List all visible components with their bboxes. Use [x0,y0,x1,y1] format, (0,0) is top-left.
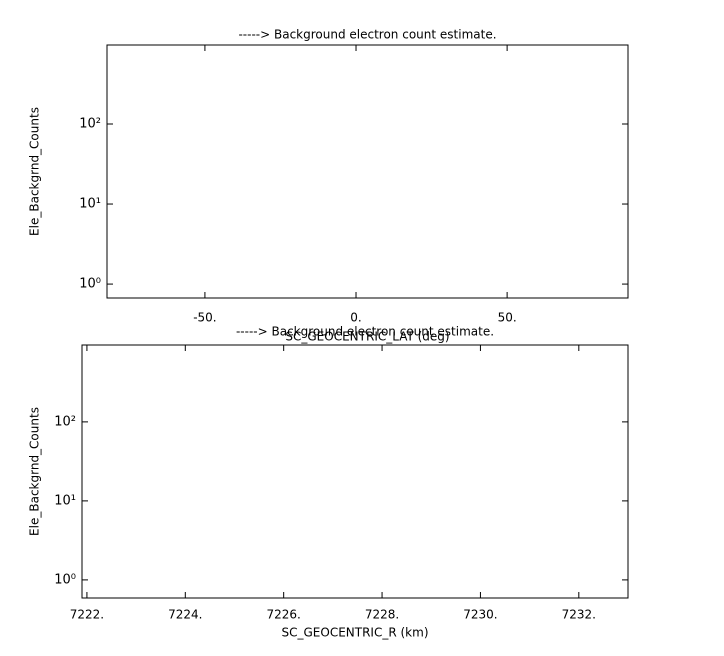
x-axis-label: SC_GEOCENTRIC_LAT (deg) [285,330,449,344]
y-tick-label: 10² [79,116,101,131]
x-tick-label: 7228. [365,608,399,622]
x-tick-label: 7224. [168,608,202,622]
y-tick-label: 10² [54,414,76,429]
x-tick-label: -50. [193,311,216,325]
x-axis-label: SC_GEOCENTRIC_R (km) [282,626,429,640]
chart-title: -----> Background electron count estimat… [236,325,494,339]
plot-area [235,246,598,284]
plot-frame [81,344,629,599]
x-tick-label: 0. [350,311,361,325]
y-tick-label: 10¹ [54,493,76,508]
panel: -----> Background electron count estimat… [28,325,629,640]
y-axis-label: Ele_Backgrnd_Counts [28,107,42,236]
x-tick-label: 50. [498,311,517,325]
y-tick-label: 10⁰ [79,277,101,292]
chart-title: -----> Background electron count estimat… [238,28,496,42]
plot-frame [106,44,629,299]
y-tick-label: 10⁰ [54,572,76,587]
x-tick-label: 7222. [70,608,104,622]
y-tick-label: 10¹ [79,197,101,212]
panel: -----> Background electron count estimat… [28,28,629,344]
x-tick-label: 7230. [463,608,497,622]
x-tick-label: 7232. [562,608,596,622]
y-axis-label: Ele_Backgrnd_Counts [28,407,42,536]
x-tick-label: 7226. [266,608,300,622]
